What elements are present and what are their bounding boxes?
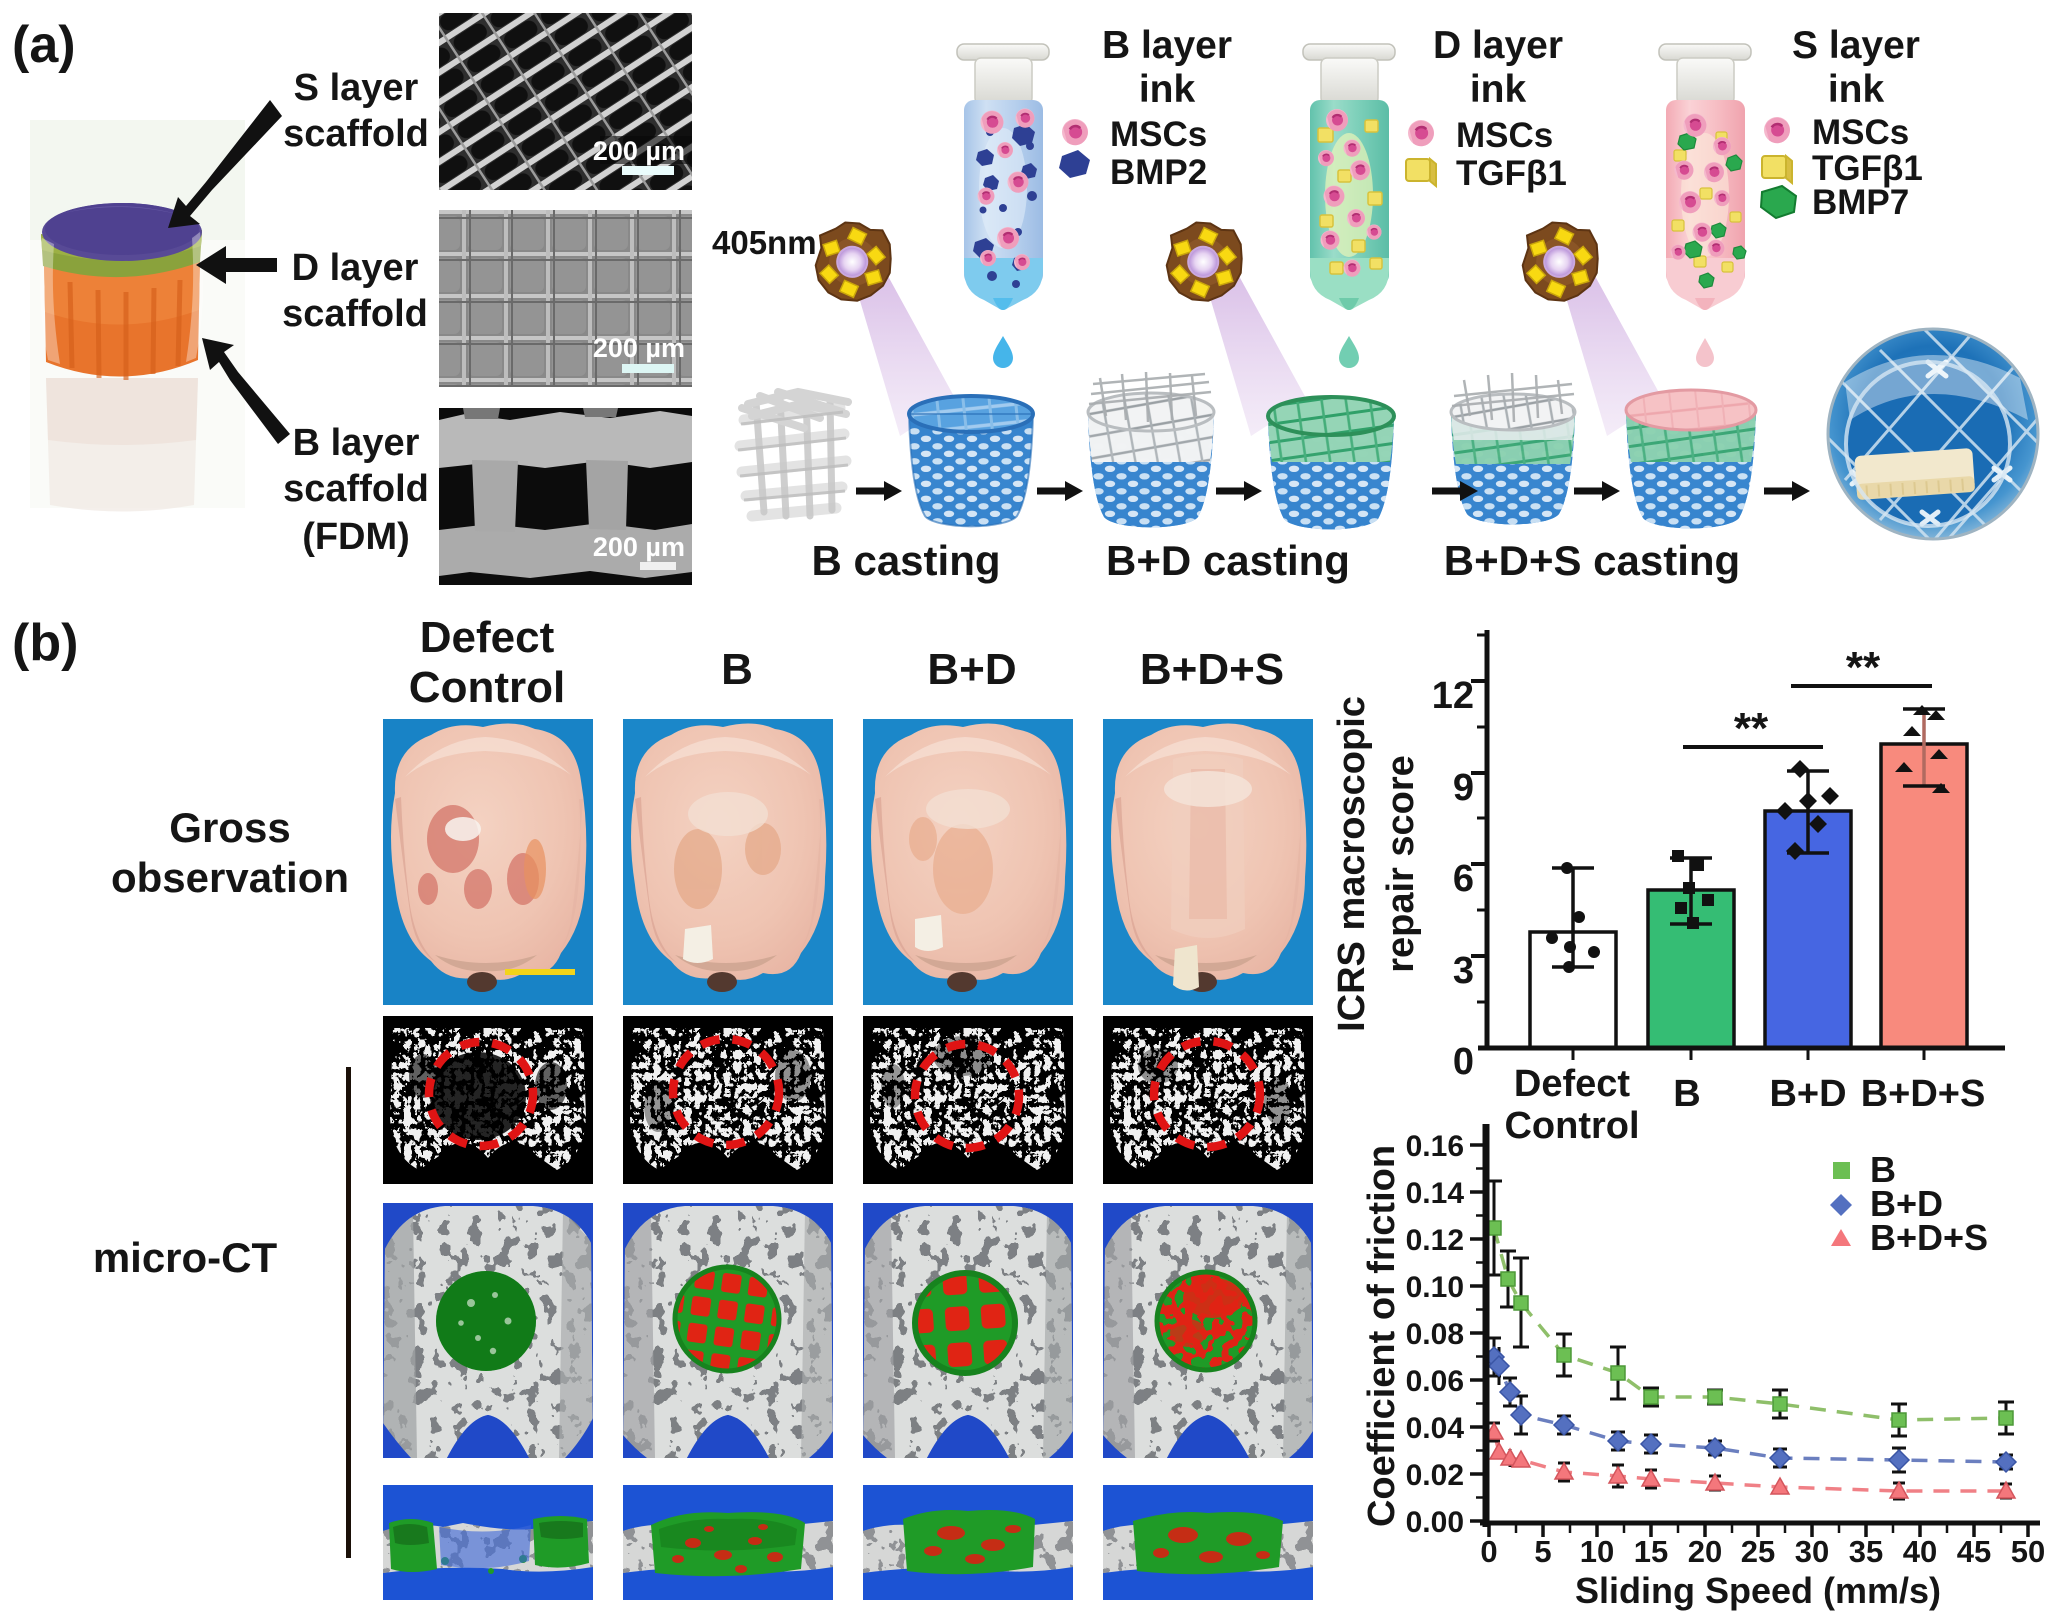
svg-text:6: 6: [1453, 858, 1474, 900]
svg-text:50: 50: [2011, 1534, 2045, 1569]
svg-text:repair score: repair score: [1380, 755, 1422, 973]
svg-text:S layer: S layer: [294, 67, 419, 109]
svg-text:Control: Control: [409, 663, 565, 712]
svg-text:TGFβ1: TGFβ1: [1456, 154, 1567, 193]
svg-text:3: 3: [1453, 950, 1474, 992]
svg-text:9: 9: [1453, 767, 1474, 809]
svg-text:B+D+S: B+D+S: [1140, 645, 1284, 694]
svg-text:**: **: [1734, 704, 1769, 753]
svg-text:0.14: 0.14: [1406, 1177, 1465, 1210]
svg-text:ICRS macroscopic: ICRS macroscopic: [1331, 696, 1373, 1032]
svg-text:45: 45: [1957, 1534, 1991, 1569]
svg-text:B+D+S casting: B+D+S casting: [1444, 537, 1740, 584]
svg-text:0.06: 0.06: [1406, 1365, 1464, 1398]
svg-text:Defect: Defect: [420, 613, 555, 662]
svg-text:200 µm: 200 µm: [593, 333, 685, 363]
svg-text:Defect: Defect: [1514, 1063, 1630, 1105]
svg-text:0: 0: [1453, 1041, 1474, 1083]
svg-text:**: **: [1846, 643, 1881, 692]
svg-text:405nm: 405nm: [712, 224, 817, 261]
svg-text:35: 35: [1849, 1534, 1883, 1569]
svg-text:0: 0: [1480, 1534, 1497, 1569]
svg-text:B: B: [721, 645, 753, 694]
svg-text:12: 12: [1432, 675, 1474, 717]
svg-text:Coefficient of friction: Coefficient of friction: [1361, 1145, 1403, 1527]
svg-text:MSCs: MSCs: [1812, 113, 1909, 152]
svg-text:0.12: 0.12: [1406, 1224, 1464, 1257]
svg-text:(b): (b): [12, 614, 78, 672]
svg-text:scaffold: scaffold: [283, 113, 429, 155]
svg-text:B layer: B layer: [1102, 24, 1232, 67]
svg-text:MSCs: MSCs: [1456, 116, 1553, 155]
svg-text:0.04: 0.04: [1406, 1412, 1465, 1445]
svg-text:0.00: 0.00: [1406, 1506, 1464, 1539]
svg-text:scaffold: scaffold: [283, 468, 429, 510]
svg-text:B layer: B layer: [293, 422, 420, 464]
svg-text:(a): (a): [12, 16, 76, 74]
svg-text:B: B: [1673, 1073, 1700, 1115]
svg-text:15: 15: [1634, 1534, 1668, 1569]
svg-text:B+D casting: B+D casting: [1106, 537, 1350, 584]
svg-text:200 µm: 200 µm: [593, 136, 685, 166]
svg-text:Sliding Speed (mm/s): Sliding Speed (mm/s): [1575, 1570, 1941, 1611]
svg-text:30: 30: [1795, 1534, 1829, 1569]
svg-text:ink: ink: [1828, 68, 1885, 111]
svg-text:B+D: B+D: [927, 645, 1016, 694]
svg-text:5: 5: [1534, 1534, 1551, 1569]
svg-text:scaffold: scaffold: [282, 293, 428, 335]
svg-text:25: 25: [1741, 1534, 1775, 1569]
svg-text:B casting: B casting: [811, 537, 1000, 584]
svg-text:ink: ink: [1470, 68, 1527, 111]
svg-text:B: B: [1870, 1149, 1896, 1190]
svg-text:Control: Control: [1504, 1105, 1639, 1147]
svg-text:0.16: 0.16: [1406, 1130, 1464, 1163]
svg-text:BMP2: BMP2: [1110, 153, 1207, 192]
svg-text:micro-CT: micro-CT: [93, 1234, 278, 1281]
svg-text:(FDM): (FDM): [302, 516, 410, 558]
svg-text:B+D: B+D: [1769, 1073, 1846, 1115]
svg-text:D layer: D layer: [1433, 24, 1563, 67]
svg-text:S layer: S layer: [1792, 24, 1920, 67]
svg-text:200 µm: 200 µm: [593, 532, 685, 562]
svg-text:TGFβ1: TGFβ1: [1812, 149, 1923, 188]
svg-text:10: 10: [1580, 1534, 1614, 1569]
svg-text:B+D+S: B+D+S: [1861, 1073, 1986, 1115]
svg-text:BMP7: BMP7: [1812, 183, 1909, 222]
svg-text:observation: observation: [111, 854, 349, 901]
svg-text:20: 20: [1688, 1534, 1722, 1569]
svg-text:B+D+S: B+D+S: [1870, 1217, 1988, 1258]
svg-text:ink: ink: [1139, 68, 1196, 111]
svg-text:MSCs: MSCs: [1110, 115, 1207, 154]
svg-text:B+D: B+D: [1870, 1183, 1943, 1224]
svg-text:D layer: D layer: [292, 247, 419, 289]
svg-text:0.10: 0.10: [1406, 1271, 1464, 1304]
svg-text:0.02: 0.02: [1406, 1459, 1464, 1492]
svg-text:40: 40: [1903, 1534, 1937, 1569]
svg-text:Gross: Gross: [169, 804, 290, 851]
svg-text:0.08: 0.08: [1406, 1318, 1464, 1351]
